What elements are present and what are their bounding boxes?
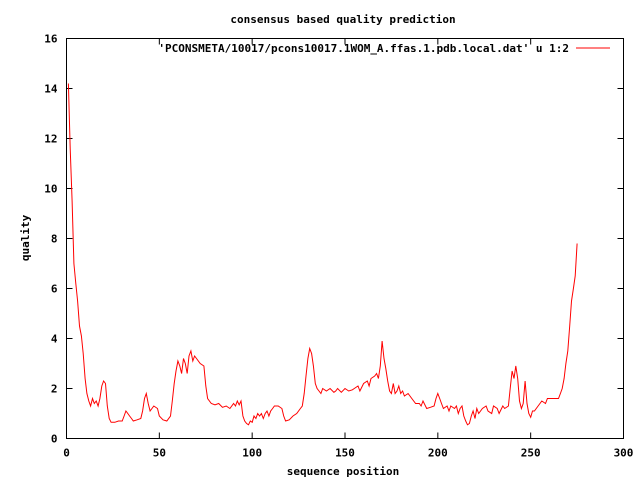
y-tick-label: 2 (51, 383, 58, 396)
y-tick-label: 0 (51, 433, 58, 446)
x-tick-label: 50 (153, 447, 166, 460)
y-tick-label: 14 (44, 83, 58, 96)
y-tick-label: 10 (44, 183, 57, 196)
chart-title: consensus based quality prediction (230, 13, 455, 26)
x-tick-label: 250 (521, 447, 541, 460)
y-axis-ticks: 0 2 4 6 8 10 12 14 16 (44, 33, 624, 446)
x-tick-label: 200 (428, 447, 448, 460)
y-tick-label: 4 (51, 333, 58, 346)
x-tick-label: 300 (614, 447, 634, 460)
y-tick-label: 8 (51, 233, 58, 246)
y-axis-label: quality (19, 214, 32, 261)
x-tick-label: 0 (63, 447, 70, 460)
x-tick-label: 150 (335, 447, 355, 460)
y-tick-label: 16 (44, 33, 58, 46)
y-tick-label: 6 (51, 283, 58, 296)
x-axis-ticks: 0 50 100 150 200 250 300 (63, 38, 634, 460)
legend: 'PCONSMETA/10017/pcons10017.1WOM_A.ffas.… (158, 42, 610, 55)
legend-label: 'PCONSMETA/10017/pcons10017.1WOM_A.ffas.… (158, 42, 569, 55)
x-tick-label: 100 (242, 447, 262, 460)
series-line (67, 83, 578, 426)
y-tick-label: 12 (44, 133, 57, 146)
x-axis-label: sequence position (287, 465, 400, 478)
